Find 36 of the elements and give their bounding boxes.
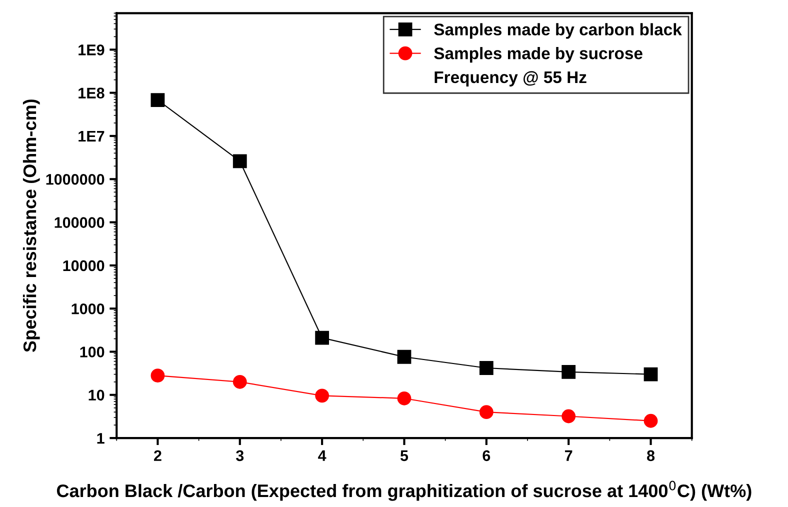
y-tick-label: 1 bbox=[97, 433, 104, 444]
point bbox=[397, 350, 412, 364]
x-tick-label: 6 bbox=[482, 450, 490, 462]
y-tick-label: 1000 bbox=[72, 303, 104, 314]
annotation: Frequency @ 55 Hz bbox=[434, 71, 586, 86]
x-tick-label: 4 bbox=[318, 450, 326, 461]
point bbox=[479, 405, 494, 420]
x-tick-label: 8 bbox=[647, 450, 655, 462]
point bbox=[150, 93, 165, 107]
x-tick-label: 5 bbox=[400, 450, 408, 462]
x-axis-title: Carbon Black /Carbon (Expected from graphitization of sucrose at 1400$^{0}$C) (Wt%) bbox=[56, 480, 752, 501]
y-axis-title: Specific resistance (Ohm-cm) bbox=[22, 100, 40, 352]
y-tick-label: 10 bbox=[88, 390, 104, 401]
y-tick-label: 1E9 bbox=[78, 44, 104, 56]
point bbox=[150, 368, 165, 383]
x-tick-label: 7 bbox=[565, 450, 572, 461]
point bbox=[644, 367, 658, 382]
x-tick-label: 3 bbox=[236, 450, 244, 462]
point bbox=[232, 374, 247, 389]
y-tick-label: 1E7 bbox=[78, 130, 104, 142]
point bbox=[397, 391, 412, 406]
y-tick-label: 1000000 bbox=[46, 174, 104, 185]
y-tick-label: 100 bbox=[80, 346, 104, 358]
legend-label: Samples made by sucrose bbox=[434, 47, 642, 63]
point bbox=[315, 388, 330, 403]
point bbox=[479, 361, 494, 375]
y-tick-label: 100000 bbox=[54, 217, 104, 228]
point bbox=[232, 154, 247, 168]
point bbox=[562, 409, 576, 424]
y-tick-label: 10000 bbox=[63, 260, 104, 272]
point bbox=[562, 365, 576, 379]
legend-label: Samples made by carbon black bbox=[434, 23, 682, 39]
point bbox=[315, 330, 330, 345]
point bbox=[644, 414, 658, 428]
x-tick-label: 2 bbox=[154, 450, 162, 461]
y-tick-label: 1E8 bbox=[78, 88, 104, 98]
